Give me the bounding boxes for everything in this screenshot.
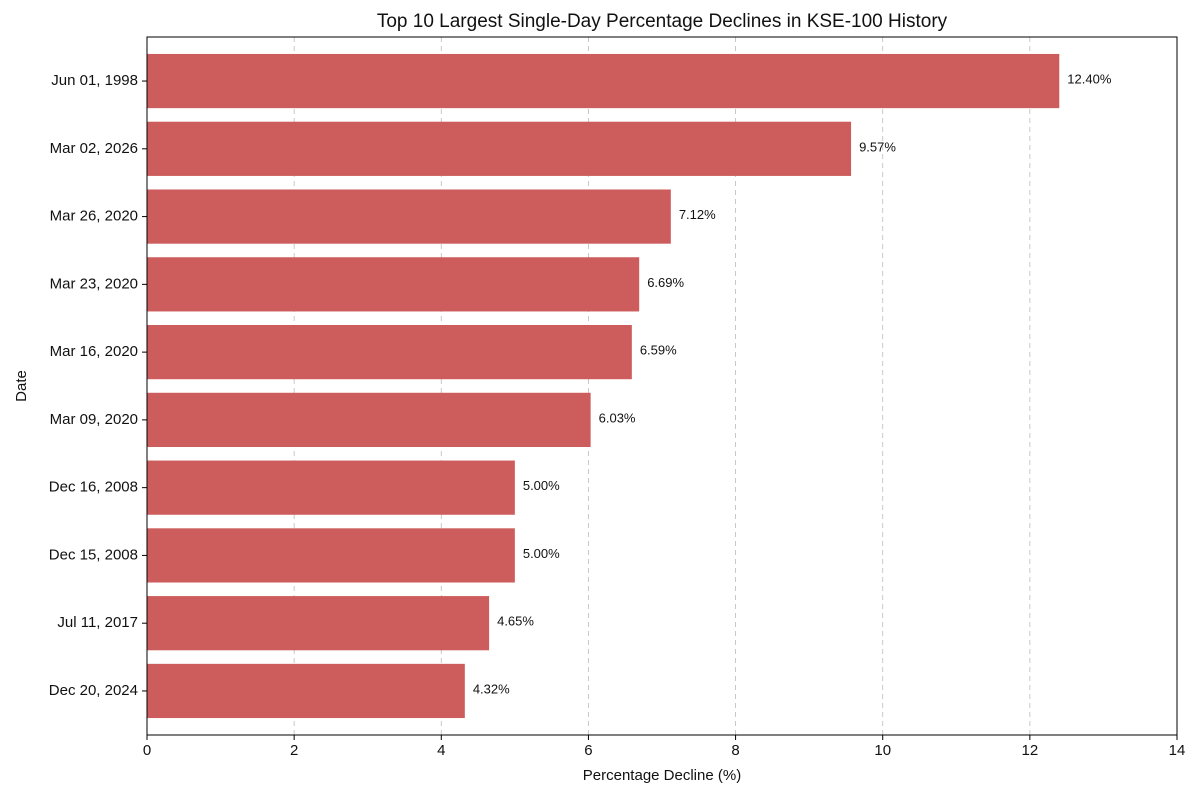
y-tick-label: Dec 20, 2024 [49,682,138,699]
y-tick-label: Mar 23, 2020 [50,275,138,292]
value-label: 5.00% [523,546,560,561]
y-tick-label: Mar 09, 2020 [50,411,138,428]
x-tick-label: 12 [1022,742,1039,759]
value-label: 4.65% [497,614,534,629]
value-label: 12.40% [1067,71,1112,86]
bar [147,257,640,312]
y-axis-title: Date [13,370,30,402]
bar [147,121,852,176]
y-tick-label: Jul 11, 2017 [57,614,138,631]
bar [147,596,490,651]
value-label: 6.59% [640,343,677,358]
bar [147,460,515,515]
y-tick-label: Jun 01, 1998 [51,72,138,89]
y-tick-label: Dec 15, 2008 [49,546,138,563]
bar [147,392,591,447]
x-tick-label: 0 [143,742,151,759]
x-axis-title: Percentage Decline (%) [583,767,741,784]
bar [147,325,632,380]
value-label: 7.12% [679,207,716,222]
value-label: 5.00% [523,478,560,493]
x-tick-label: 14 [1169,742,1186,759]
y-tick-label: Dec 16, 2008 [49,479,138,496]
x-tick-label: 4 [437,742,445,759]
y-tick-label: Mar 16, 2020 [50,343,138,360]
bar [147,663,465,719]
bar [147,53,1060,109]
value-label: 9.57% [859,139,896,154]
value-label: 6.03% [599,410,636,425]
x-tick-label: 8 [731,742,739,759]
value-label: 6.69% [647,275,684,290]
y-tick-label: Mar 26, 2020 [50,208,138,225]
x-tick-label: 6 [584,742,592,759]
x-tick-label: 2 [290,742,298,759]
plot-frame [146,36,1178,736]
y-tick-label: Mar 02, 2026 [50,140,138,157]
chart-title: Top 10 Largest Single-Day Percentage Dec… [377,11,948,32]
bar [147,528,515,583]
value-label: 4.32% [473,681,510,696]
x-tick-label: 10 [874,742,891,759]
bar [147,189,671,244]
